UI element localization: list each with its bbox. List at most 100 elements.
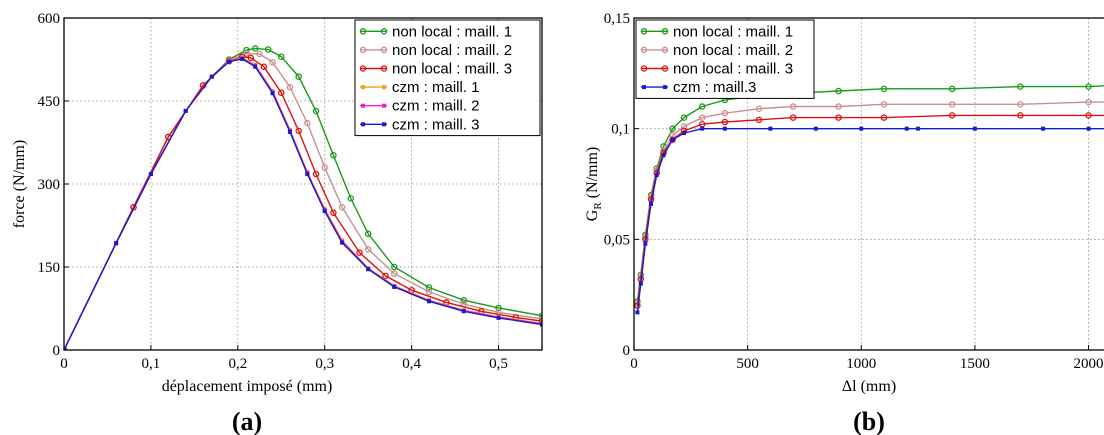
- data-point: [312, 170, 320, 178]
- legend-label: non local : maill. 2: [673, 42, 793, 59]
- data-point: [948, 101, 956, 108]
- data-point: [183, 108, 188, 113]
- data-point: [682, 131, 686, 136]
- y-axis-label-b: GR (N/mm): [584, 147, 604, 221]
- data-point: [643, 241, 648, 246]
- series-layer-b: [634, 83, 1104, 315]
- legend-box: [354, 19, 541, 137]
- data-point: [209, 74, 214, 79]
- x-tick-label: 0: [630, 356, 638, 372]
- legend-entry: non local : maill. 1: [640, 23, 793, 40]
- data-point: [243, 50, 250, 57]
- legend-marker: [380, 65, 388, 72]
- data-point: [391, 270, 398, 277]
- data-point: [538, 312, 542, 319]
- data-point: [312, 107, 320, 115]
- data-point: [496, 315, 501, 320]
- legend-marker: [640, 65, 648, 72]
- data-point: [948, 112, 956, 119]
- legend-entry: non local : maill. 3: [359, 61, 512, 78]
- data-point: [251, 45, 259, 52]
- data-point: [635, 310, 640, 315]
- data-point: [661, 153, 666, 158]
- legend-entry: non local : maill. 2: [359, 42, 512, 59]
- panel-label-a: (a): [232, 407, 262, 435]
- y-axis-label-b-unit: (N/mm): [584, 147, 601, 203]
- data-point: [835, 114, 842, 121]
- legend-label: non local : maill. 1: [673, 23, 793, 40]
- x-tick-label: 0,1: [142, 356, 161, 372]
- data-point: [1085, 98, 1092, 106]
- x-axis-label-b: Δl (mm): [842, 378, 896, 395]
- series-2: [634, 98, 1104, 307]
- y-axis-label-b-sub: R: [592, 202, 604, 210]
- legend-label: non local : maill. 2: [392, 42, 512, 59]
- data-point: [1086, 126, 1091, 131]
- y-tick-label: 300: [38, 177, 61, 193]
- data-point: [114, 241, 119, 246]
- series-4: [635, 126, 1104, 315]
- legend-marker: [661, 65, 669, 72]
- legend-marker: [380, 28, 388, 35]
- panel-label-b: (b): [853, 407, 885, 435]
- data-point: [227, 59, 232, 64]
- data-point: [1017, 83, 1024, 90]
- ticks-b: 0 500 1000 1500 2000 0 0,05 0,1 0,15: [604, 11, 1104, 372]
- data-point: [286, 83, 294, 91]
- legend-entry: non local : maill. 3: [640, 61, 793, 78]
- data-point: [240, 56, 245, 61]
- data-point: [304, 119, 311, 127]
- data-point: [654, 173, 659, 178]
- data-point: [340, 240, 345, 245]
- y-tick-label: 600: [38, 11, 61, 27]
- legend-label: non local : maill. 3: [673, 61, 793, 78]
- data-point: [904, 126, 909, 131]
- legend-label: czm : maill.3: [673, 79, 756, 96]
- data-point: [287, 129, 292, 134]
- legend-entry: czm : maill.3: [641, 79, 756, 96]
- data-point: [538, 317, 542, 325]
- legend-label: czm : maill. 2: [392, 98, 480, 115]
- legend-marker: [359, 65, 367, 72]
- data-point: [789, 103, 797, 110]
- data-point: [269, 59, 276, 66]
- x-tick-label: 0,3: [315, 356, 334, 372]
- data-point: [356, 249, 363, 256]
- data-point: [425, 288, 433, 296]
- legend-marker: [359, 28, 367, 35]
- x-tick-label: 0: [60, 356, 68, 372]
- data-point: [243, 46, 250, 54]
- legend-b: non local : maill. 1 non local : maill. 2…: [635, 19, 815, 99]
- chart-panel-b: 0 500 1000 1500 2000 0 0,05 0,1 0,15 Δl (mm) GR …: [584, 11, 1104, 435]
- legend-marker: [361, 122, 365, 127]
- data-point: [538, 315, 542, 323]
- data-point: [425, 284, 433, 291]
- legend-marker: [661, 46, 669, 54]
- x-tick-label: 500: [736, 356, 759, 372]
- data-point: [755, 105, 763, 112]
- data-point: [755, 116, 763, 124]
- legend-marker: [359, 46, 367, 54]
- legend-label: czm : maill. 3: [392, 116, 480, 133]
- data-point: [700, 126, 705, 131]
- x-tick-label: 0,2: [228, 356, 247, 372]
- data-point: [680, 123, 688, 130]
- data-point: [880, 114, 888, 121]
- y-axis-label-a: force (N/mm): [11, 140, 28, 228]
- data-point: [460, 296, 468, 304]
- data-point: [278, 53, 285, 60]
- data-point: [278, 89, 285, 96]
- ticks-a: 0 0,1 0,2 0,3 0,4 0,5 0 150 300 450 600: [38, 11, 508, 372]
- data-point: [1017, 112, 1024, 119]
- legend-marker: [382, 85, 386, 90]
- y-tick-label: 0,15: [604, 11, 630, 27]
- data-point: [1017, 101, 1024, 108]
- x-tick-label: 1000: [846, 356, 876, 372]
- data-point: [322, 209, 327, 214]
- y-tick-label: 150: [38, 260, 61, 276]
- data-point: [382, 272, 389, 280]
- y-tick-label: 0,1: [611, 122, 630, 138]
- data-point: [670, 137, 675, 142]
- data-point: [427, 299, 432, 304]
- data-point: [247, 54, 255, 62]
